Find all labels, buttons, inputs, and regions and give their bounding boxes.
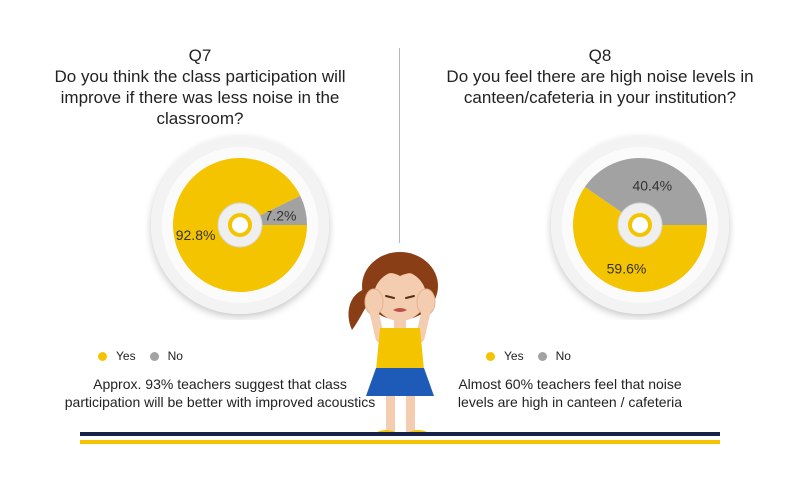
q8-note: Almost 60% teachers feel that noise leve… [457,376,683,410]
pie-label-no: 7.2% [265,208,297,224]
legend-no-swatch [537,351,547,361]
pie-label-yes: 92.8% [176,227,216,243]
legend-no-swatch [149,351,159,361]
pie-label-yes: 59.6% [607,261,647,277]
q7-question: Do you think the class participation wil… [54,67,346,128]
pie-label-no: 40.4% [632,177,672,193]
legend-yes-swatch [98,351,107,361]
footer-stripe-white [80,436,720,440]
q7-legend-yes: Yes [98,349,136,363]
pie-slice-no [584,157,707,225]
panel-divider [399,48,400,243]
q8-legend-no: No [537,349,571,363]
pie-center-ring [628,213,652,237]
q8-legend-yes-label: Yes [504,349,524,363]
q8-number: Q8 [588,46,612,65]
q8-legend-yes: Yes [486,349,524,363]
q7-number: Q7 [188,46,212,65]
q8-question: Do you feel there are high noise levels … [446,67,754,107]
q7-legend-no-label: No [167,349,183,363]
q7-legend: Yes No [98,349,197,363]
q7-pie-chart: 7.2% 92.8% [151,136,329,314]
q7-note: Approx. 93% teachers suggest that class … [64,376,376,410]
footer-stripe-navy [80,432,720,436]
footer-stripes [80,432,720,444]
q8-panel: Q8 Do you feel there are high noise leve… [400,0,800,440]
girl-covering-ears-illustration [348,252,438,440]
footer-stripe-yellow [80,440,720,444]
q7-legend-yes-label: Yes [116,349,136,363]
q7-panel: Q7 Do you think the class participation … [0,0,400,440]
legend-yes-swatch [486,351,495,361]
q8-pie-chart: 40.4% 59.6% [551,136,729,314]
q7-legend-no: No [149,349,183,363]
q8-legend: Yes No [486,349,585,363]
q8-legend-no-label: No [555,349,571,363]
pie-center-ring [228,213,252,237]
